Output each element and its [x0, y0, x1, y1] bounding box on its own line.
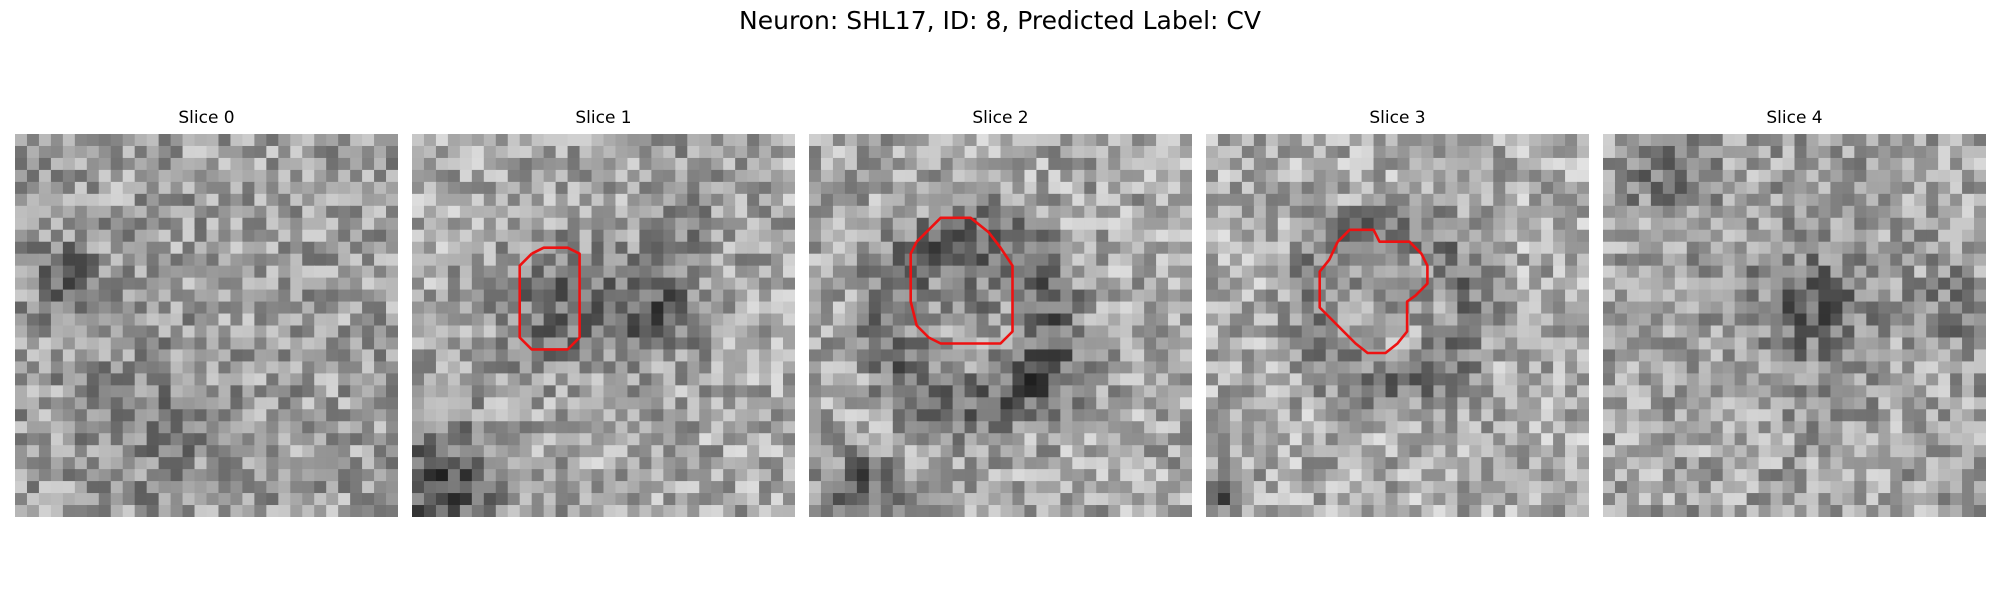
figure-title: Neuron: SHL17, ID: 8, Predicted Label: C…: [739, 6, 1261, 35]
slice-image-0: [15, 134, 398, 517]
roi-contour-2: [909, 216, 1014, 345]
slice-image-4: [1603, 134, 1986, 517]
slice-title-2: Slice 2: [972, 108, 1029, 128]
slice-title-4: Slice 4: [1766, 108, 1823, 128]
slice-title-0: Slice 0: [178, 108, 235, 128]
slice-image-3: [1206, 134, 1589, 517]
slice-image-1: [412, 134, 795, 517]
slice-title-1: Slice 1: [575, 108, 632, 128]
slice-title-3: Slice 3: [1369, 108, 1426, 128]
roi-contour-1: [518, 246, 581, 351]
roi-contour-3: [1318, 228, 1429, 355]
slice-image-2: [809, 134, 1192, 517]
